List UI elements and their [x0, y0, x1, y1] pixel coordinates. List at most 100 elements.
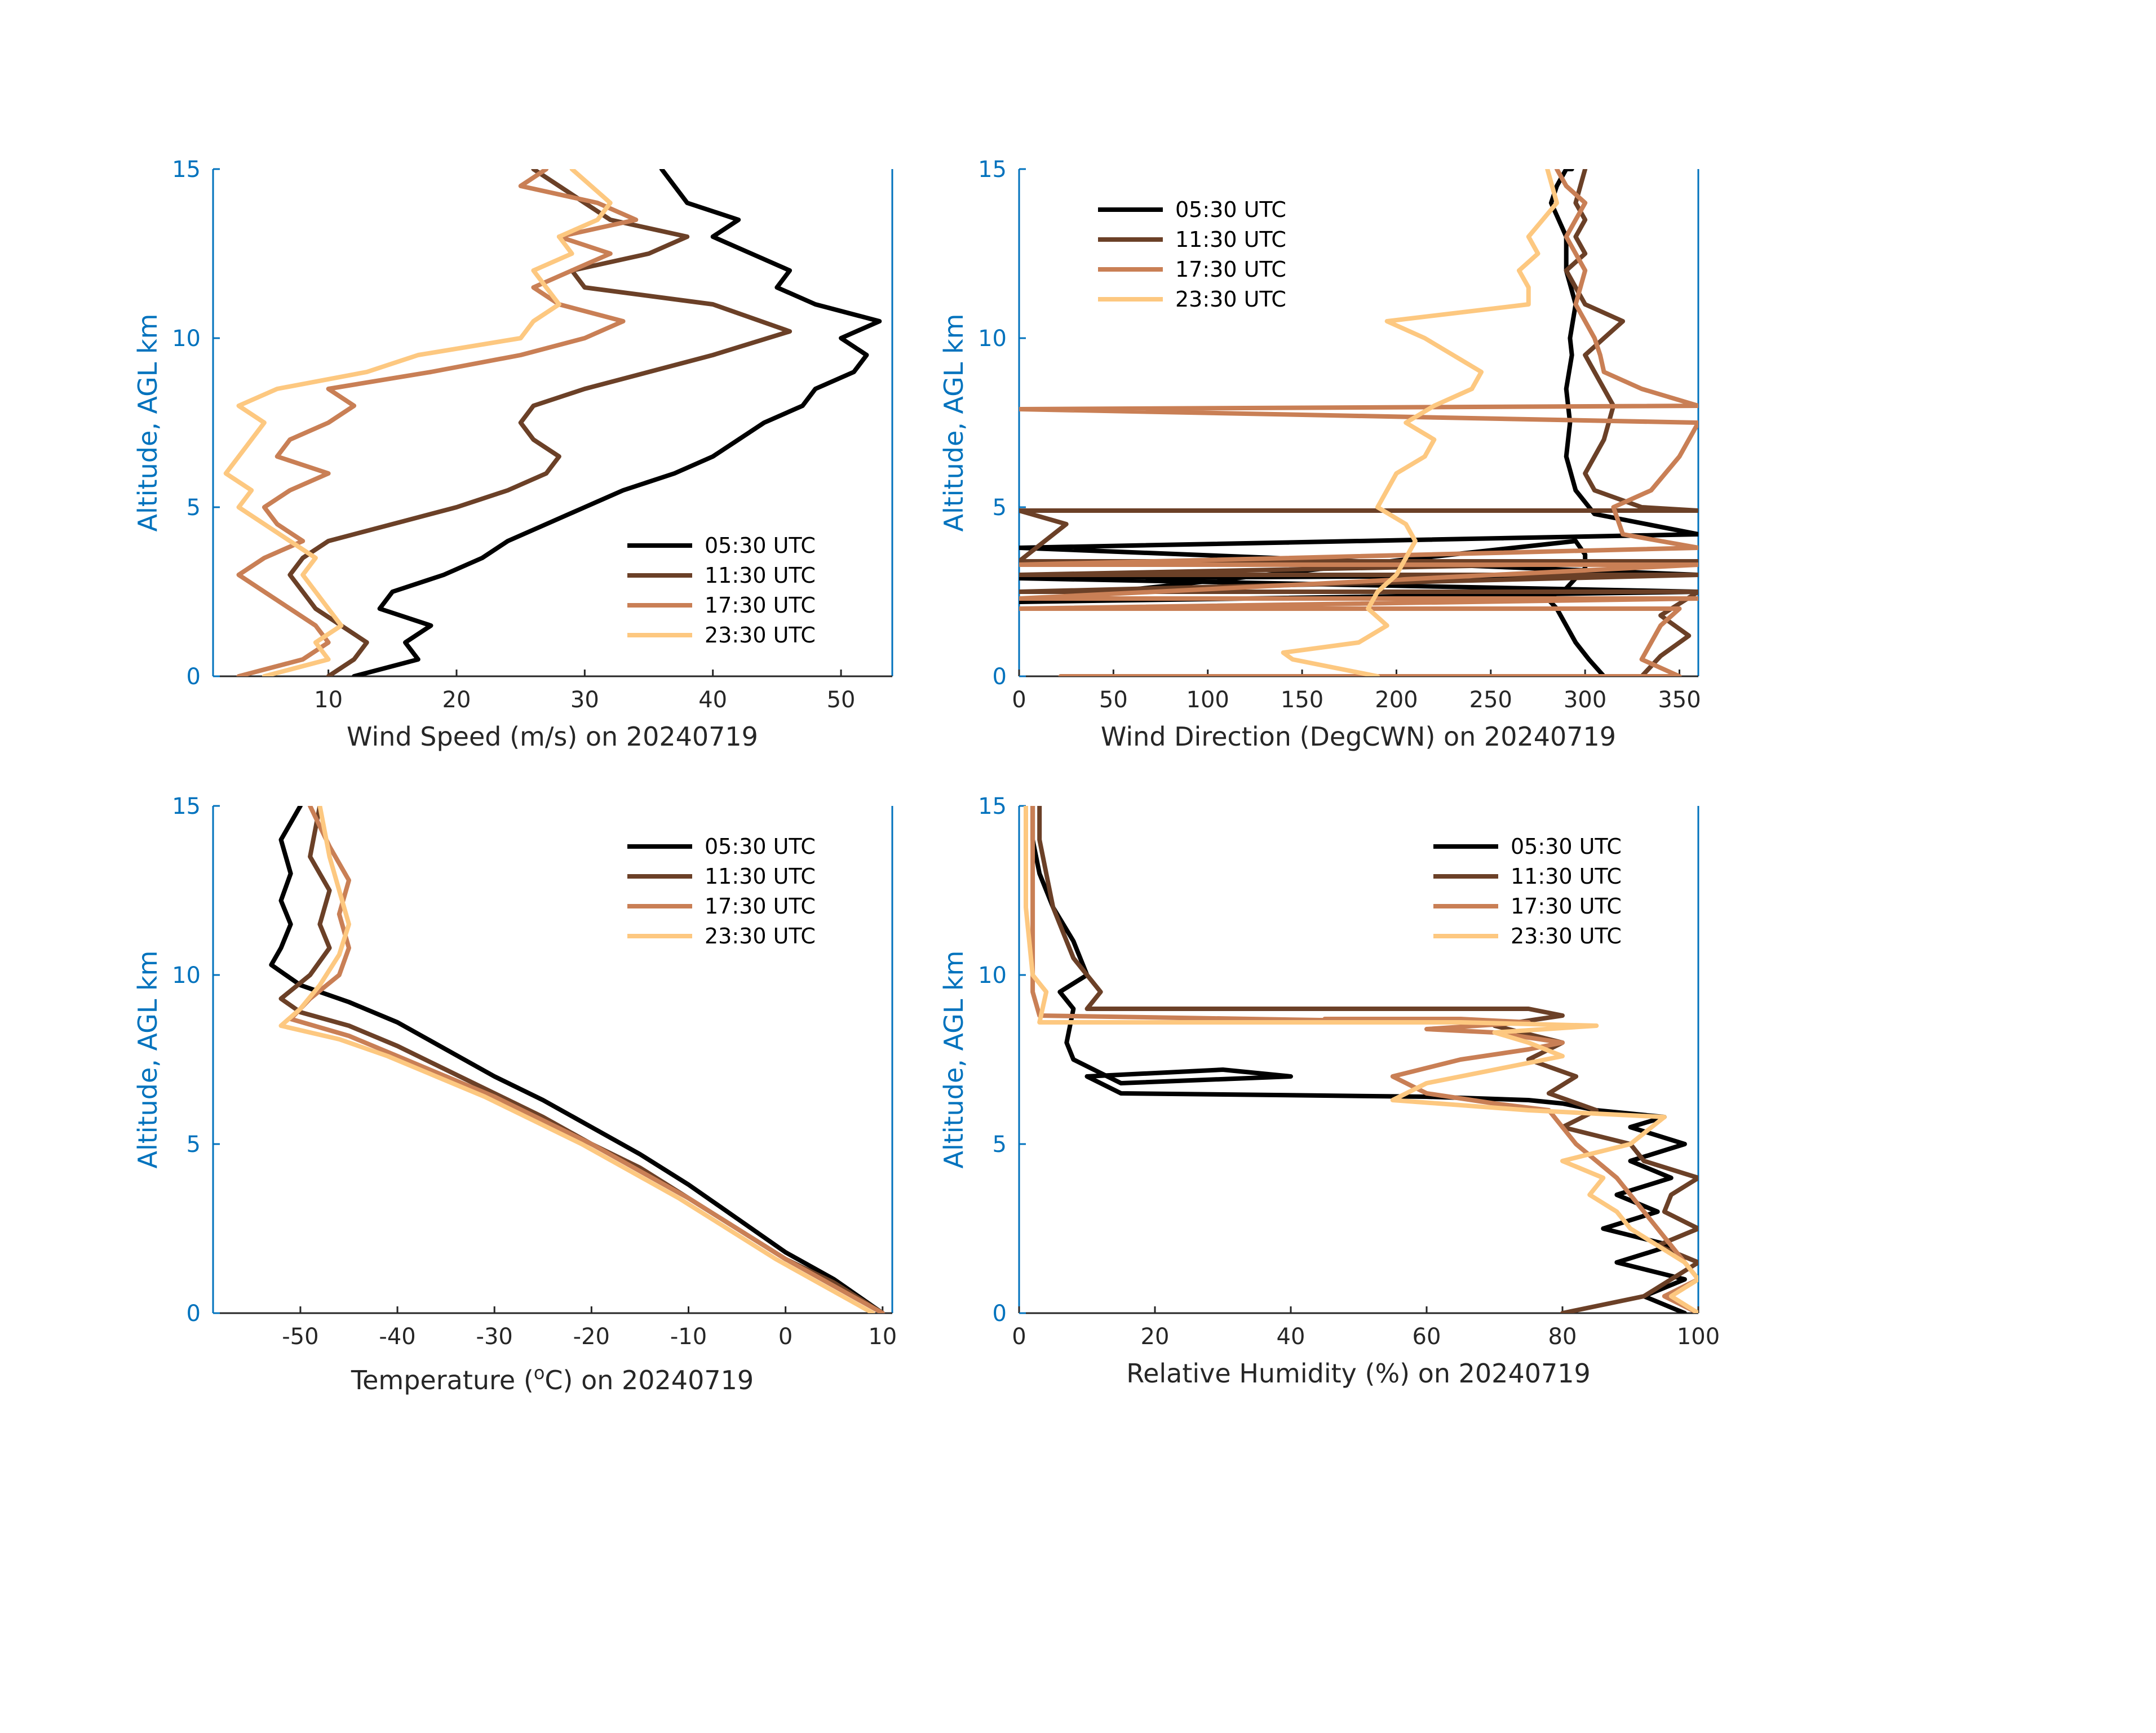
- x-ticks: -50 -40 -30 -20 -10 0 10: [282, 1306, 897, 1350]
- x-tick-label: -20: [573, 1324, 610, 1350]
- x-axis-title: Relative Humidity (%) on 20240719: [1126, 1358, 1591, 1389]
- x-tick-label: 30: [570, 687, 599, 713]
- legend: 05:30 UTC 11:30 UTC 17:30 UTC 23:30 UTC: [627, 834, 816, 949]
- x-tick-label: -50: [282, 1324, 318, 1350]
- series-line-17-30-utc: [1019, 169, 1698, 676]
- x-ticks: 0 20 40 60 80 100: [1012, 1306, 1720, 1350]
- x-tick-label: 40: [1277, 1324, 1305, 1350]
- legend-label: 23:30 UTC: [1511, 924, 1622, 949]
- x-ticks: 0 50 100 150 200 250 300 350: [1012, 670, 1701, 713]
- x-tick-label: 50: [1099, 687, 1128, 713]
- wind-speed-panel: 10 20 30 40 50 0 5 10 15 05:30 UTC 11:30 UTC 17:3…: [132, 157, 893, 752]
- x-tick-label: 350: [1658, 687, 1701, 713]
- legend-label: 23:30 UTC: [705, 623, 816, 648]
- x-tick-label: 100: [1677, 1324, 1720, 1350]
- y-axis-title: Altitude, AGL km: [938, 950, 969, 1168]
- series-line-11-30-utc: [1037, 806, 1698, 1313]
- wind-direction-panel: 0 50 100 150 200 250 300 350 0 5 10 15 05:30 UTC 11…: [938, 157, 1701, 752]
- x-tick-label: 0: [778, 1324, 793, 1350]
- relative-humidity-panel: 0 20 40 60 80 100 0 5 10 15 05:30 UTC 11:30 UTC 17…: [938, 794, 1720, 1389]
- legend-label: 17:30 UTC: [705, 593, 816, 618]
- x-tick-label: 80: [1548, 1324, 1577, 1350]
- y-tick-label: 10: [978, 326, 1007, 352]
- legend-label: 23:30 UTC: [705, 924, 816, 949]
- y-tick-label: 10: [172, 963, 201, 989]
- y-tick-label: 15: [172, 794, 201, 819]
- y-ticks: 0 5 10 15: [172, 794, 220, 1327]
- y-axis-title: Altitude, AGL km: [938, 313, 969, 531]
- y-tick-label: 10: [978, 963, 1007, 989]
- legend-label: 05:30 UTC: [705, 834, 816, 859]
- y-tick-label: 15: [978, 157, 1007, 183]
- y-tick-label: 15: [978, 794, 1007, 819]
- legend-label: 11:30 UTC: [705, 563, 816, 588]
- x-axis-title: Wind Direction (DegCWN) on 20240719: [1101, 721, 1616, 752]
- y-tick-label: 5: [187, 495, 201, 521]
- x-tick-label: 150: [1281, 687, 1323, 713]
- series-line-17-30-utc: [236, 169, 639, 676]
- x-tick-label: 60: [1413, 1324, 1441, 1350]
- x-ticks: 10 20 30 40 50: [314, 670, 856, 713]
- y-tick-label: 0: [187, 1301, 201, 1327]
- x-axis-title: Temperature (oC) on 20240719: [351, 1362, 754, 1395]
- legend-label: 11:30 UTC: [705, 864, 816, 889]
- y-tick-label: 15: [172, 157, 201, 183]
- series-line-11-30-utc: [287, 169, 793, 676]
- y-tick-label: 0: [187, 664, 201, 690]
- legend: 05:30 UTC 11:30 UTC 17:30 UTC 23:30 UTC: [1433, 834, 1622, 949]
- series-line-05-30-utc: [269, 806, 885, 1313]
- x-tick-label: 20: [442, 687, 471, 713]
- series-line-05-30-utc: [352, 169, 882, 676]
- legend-label: 05:30 UTC: [1511, 834, 1622, 859]
- y-ticks: 0 5 10 15: [978, 794, 1026, 1327]
- y-tick-label: 10: [172, 326, 201, 352]
- x-tick-label: -10: [670, 1324, 707, 1350]
- y-tick-label: 5: [993, 1132, 1007, 1158]
- x-tick-label: 50: [827, 687, 856, 713]
- legend-label: 11:30 UTC: [1175, 227, 1286, 252]
- legend-label: 23:30 UTC: [1175, 287, 1286, 312]
- legend-label: 05:30 UTC: [1175, 197, 1286, 222]
- x-tick-label: 0: [1012, 687, 1026, 713]
- temperature-panel: -50 -40 -30 -20 -10 0 10 0 5 10 15 05:30 UTC 11:30…: [132, 794, 897, 1395]
- legend: 05:30 UTC 11:30 UTC 17:30 UTC 23:30 UTC: [1098, 197, 1286, 312]
- y-tick-label: 0: [993, 1301, 1007, 1327]
- x-tick-label: 200: [1375, 687, 1418, 713]
- legend-label: 11:30 UTC: [1511, 864, 1622, 889]
- series-line-23-30-utc: [1024, 806, 1698, 1313]
- y-ticks: 0 5 10 15: [172, 157, 220, 690]
- degree-superscript: o: [534, 1362, 545, 1384]
- x-tick-label: -40: [379, 1324, 415, 1350]
- x-tick-label: 0: [1012, 1324, 1026, 1350]
- x-axis-title: Wind Speed (m/s) on 20240719: [347, 721, 758, 752]
- x-tick-label: 250: [1469, 687, 1512, 713]
- series-line-23-30-utc: [223, 169, 613, 676]
- legend: 05:30 UTC 11:30 UTC 17:30 UTC 23:30 UTC: [627, 533, 816, 648]
- series-line-17-30-utc: [288, 806, 885, 1313]
- legend-label: 05:30 UTC: [705, 533, 816, 558]
- y-tick-label: 0: [993, 664, 1007, 690]
- y-axis-title: Altitude, AGL km: [132, 313, 163, 531]
- legend-label: 17:30 UTC: [1511, 894, 1622, 919]
- y-axis-title: Altitude, AGL km: [132, 950, 163, 1168]
- y-ticks: 0 5 10 15: [978, 157, 1026, 690]
- series-lines: [1019, 169, 1698, 676]
- x-tick-label: 40: [698, 687, 727, 713]
- x-tick-label: 20: [1141, 1324, 1170, 1350]
- legend-label: 17:30 UTC: [705, 894, 816, 919]
- y-tick-label: 5: [993, 495, 1007, 521]
- series-line-23-30-utc: [1281, 169, 1559, 676]
- series-lines: [1024, 806, 1698, 1313]
- x-tick-label: -30: [476, 1324, 513, 1350]
- x-tick-label: 100: [1187, 687, 1229, 713]
- x-tick-label: 300: [1564, 687, 1606, 713]
- x-tick-label: 10: [314, 687, 343, 713]
- y-tick-label: 5: [187, 1132, 201, 1158]
- series-lines: [223, 169, 882, 676]
- series-lines: [269, 806, 885, 1313]
- legend-label: 17:30 UTC: [1175, 257, 1286, 282]
- x-tick-label: 10: [868, 1324, 897, 1350]
- series-line-05-30-utc: [1030, 806, 1687, 1313]
- series-line-23-30-utc: [278, 806, 875, 1313]
